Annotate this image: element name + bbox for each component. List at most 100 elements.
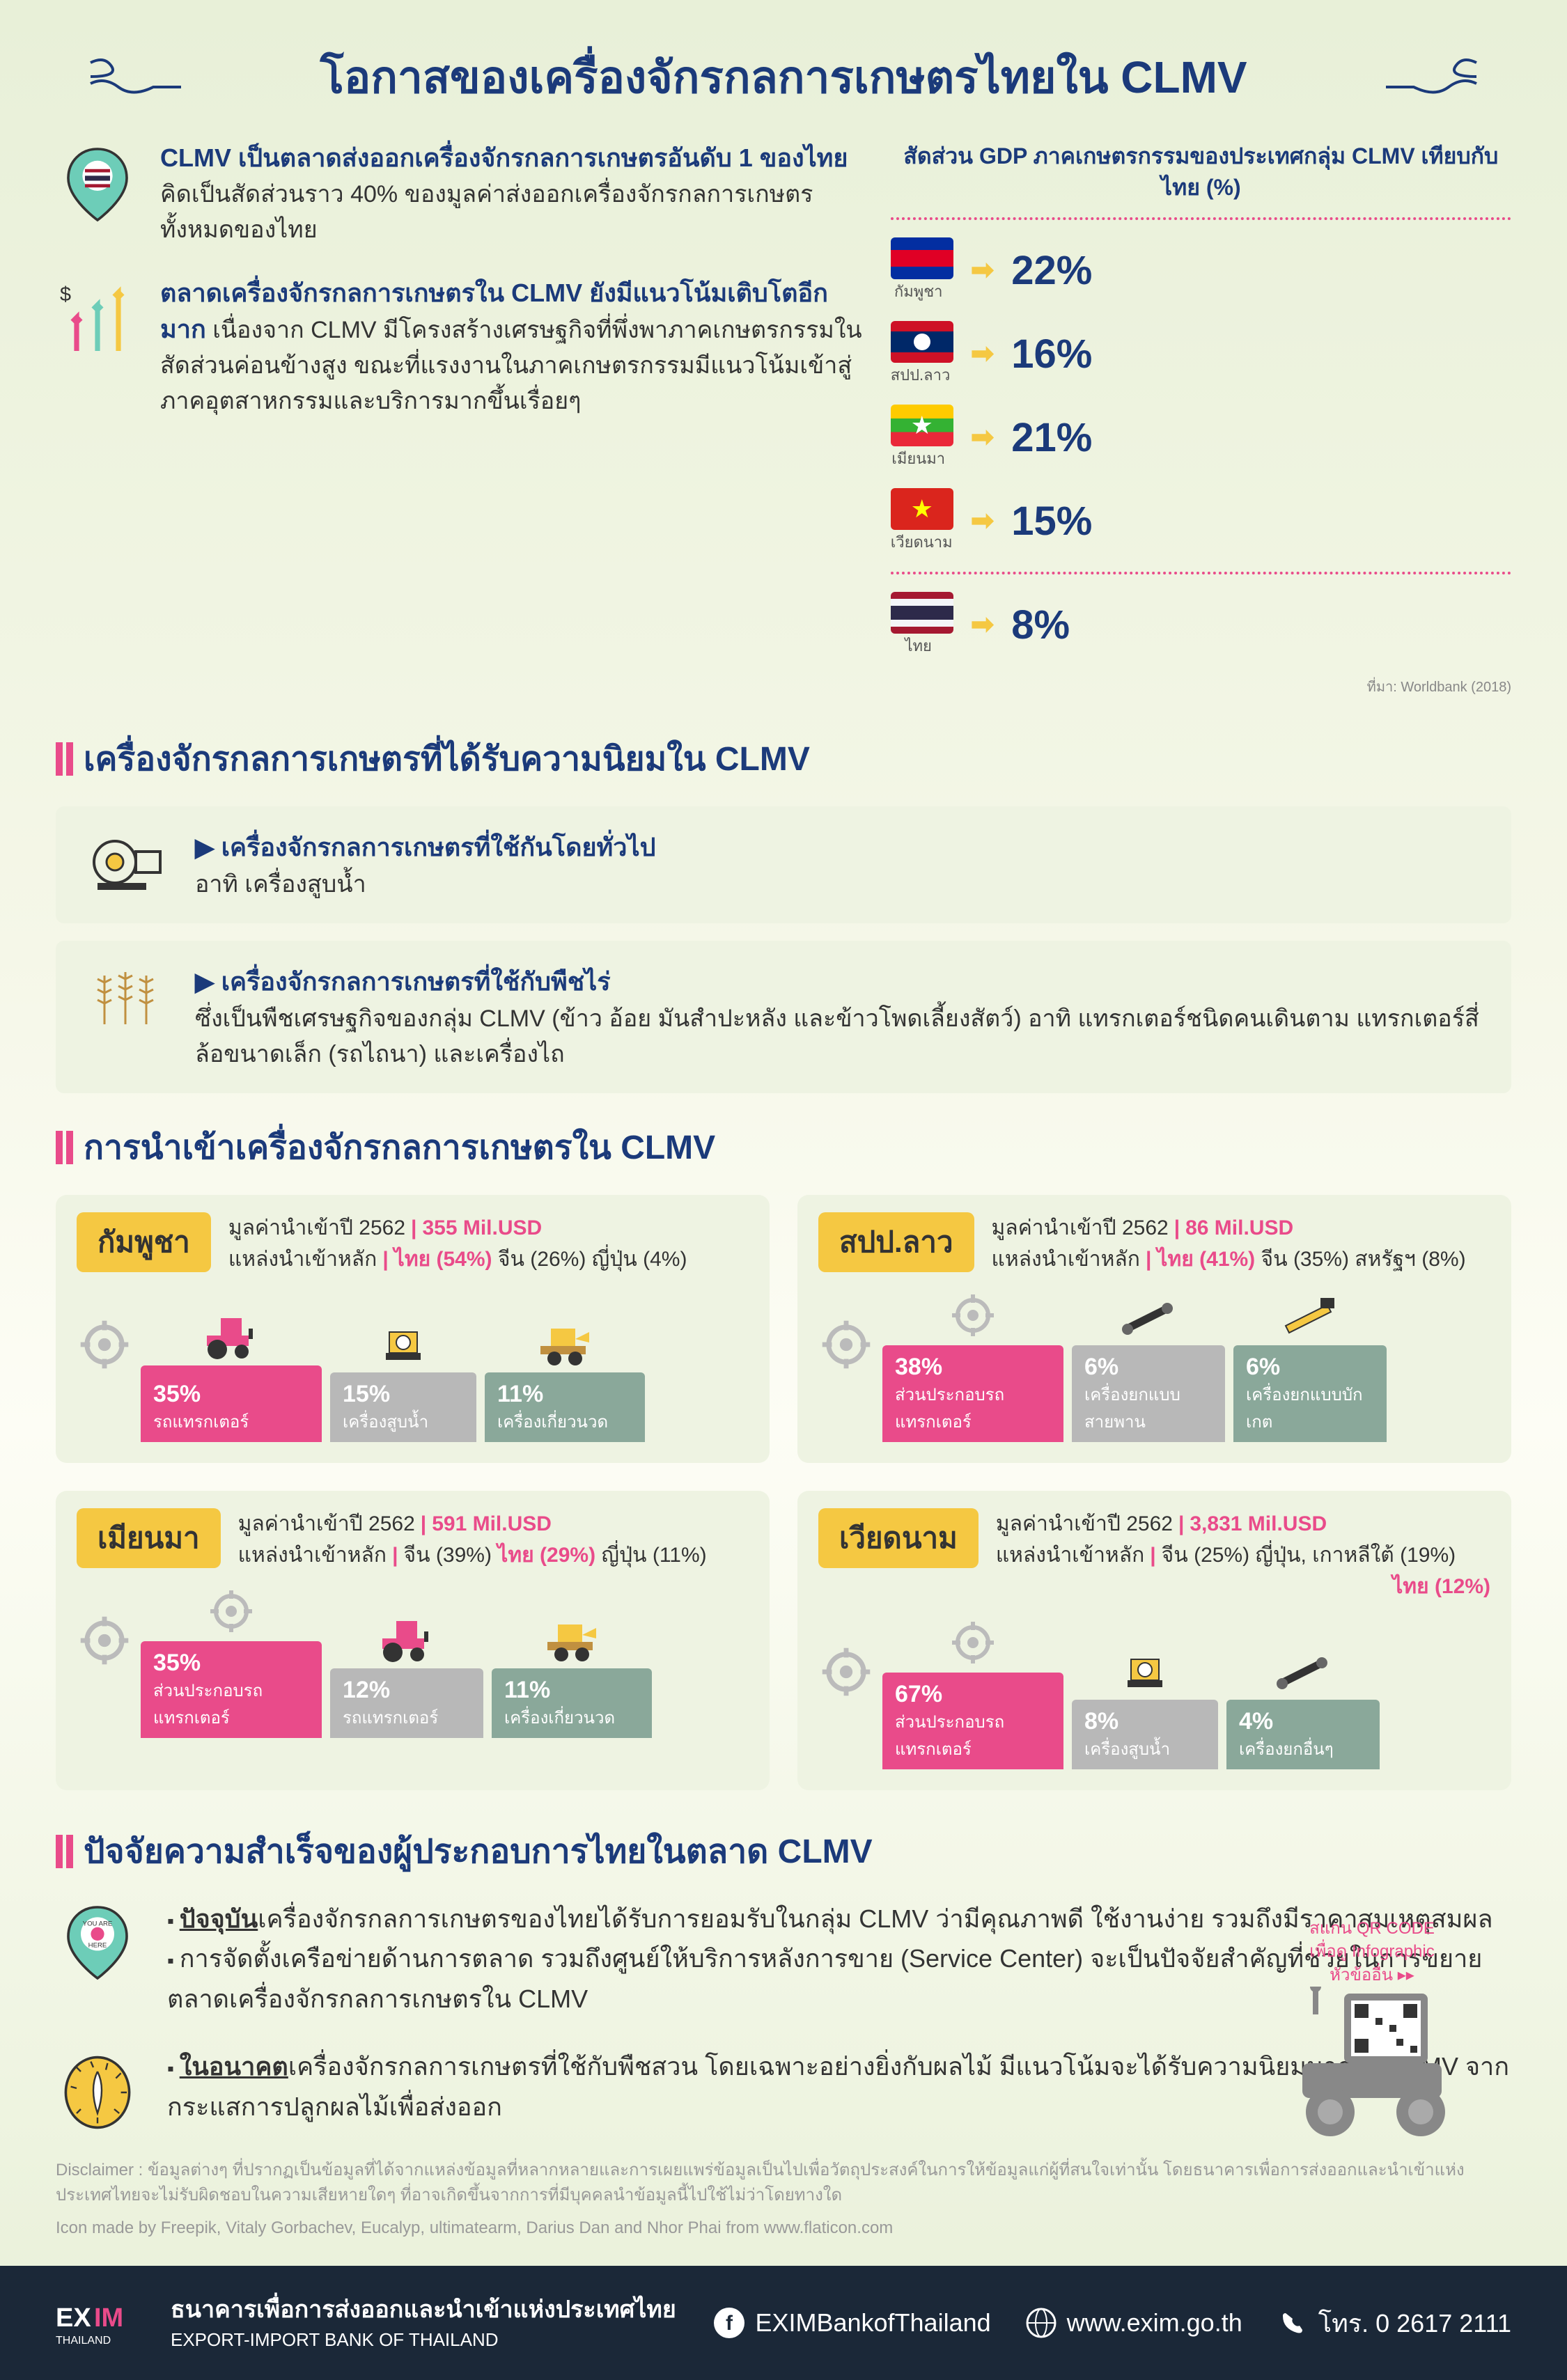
- import-bar: 38%ส่วนประกอบรถแทรกเตอร์: [882, 1345, 1063, 1442]
- footer-bank-th: ธนาคารเพื่อการส่งออกและนำเข้าแห่งประเทศไ…: [171, 2294, 676, 2327]
- import-source-line: แหล่งนำเข้าหลัก|ไทย (41%) จีน (35%) สหรั…: [992, 1244, 1490, 1275]
- popular2-title: เครื่องจักรกลการเกษตรที่ใช้กับพืชไร่: [195, 962, 1483, 1001]
- gdp-country-label: กัมพูชา: [891, 279, 946, 304]
- arrow-icon: ➡: [971, 505, 995, 537]
- import-bar: 35%รถแทรกเตอร์: [141, 1365, 322, 1442]
- machine-icon: [1279, 1277, 1341, 1340]
- flag-mm-icon: [891, 405, 953, 446]
- footer-facebook[interactable]: fEXIMBankofThailand: [714, 2303, 990, 2343]
- facebook-icon: f: [714, 2308, 744, 2338]
- import-bar: 35%ส่วนประกอบรถแทรกเตอร์: [141, 1641, 322, 1738]
- durian-icon: [56, 2046, 139, 2130]
- import-bars: 67%ส่วนประกอบรถแทรกเตอร์ 8%เครื่องสูบน้ำ…: [818, 1616, 1490, 1769]
- import-bar: 6%เครื่องยกแบบบักเกต: [1233, 1345, 1387, 1442]
- import-bar-item: 4%เครื่องยกอื่นๆ: [1226, 1631, 1380, 1769]
- machine-icon: [949, 1604, 997, 1667]
- import-bar-item: 11%เครื่องเกี่ยวนวด: [492, 1600, 652, 1738]
- flag-th-icon: [891, 592, 953, 634]
- country-tag: กัมพูชา: [77, 1212, 211, 1272]
- svg-text:$: $: [60, 283, 71, 306]
- growth-icon: $: [56, 276, 139, 359]
- machine-icon: [1117, 1631, 1173, 1694]
- import-bar: 11%เครื่องเกี่ยวนวด: [492, 1668, 652, 1738]
- arrow-icon: ➡: [971, 421, 995, 453]
- intro-item-2: $ ตลาดเครื่องจักรกลการเกษตรใน CLMV ยังมี…: [56, 276, 863, 419]
- svg-text:EX: EX: [56, 2303, 91, 2333]
- import-bar-item: 8%เครื่องสูบน้ำ: [1072, 1631, 1218, 1769]
- import-bar-item: 12%รถแทรกเตอร์: [330, 1600, 483, 1738]
- import-card: กัมพูชา มูลค่านำเข้าปี 2562|355 Mil.USD …: [56, 1195, 770, 1463]
- popular-box-1: เครื่องจักรกลการเกษตรที่ใช้กันโดยทั่วไป …: [56, 806, 1511, 923]
- import-bar-item: 35%รถแทรกเตอร์: [141, 1297, 322, 1442]
- intro-section: CLMV เป็นตลาดส่งออกเครื่องจักรกลการเกษตร…: [56, 141, 1511, 698]
- import-card: เวียดนาม มูลค่านำเข้าปี 2562|3,831 Mil.U…: [797, 1491, 1511, 1790]
- intro1-bold: CLMV เป็นตลาดส่งออกเครื่องจักรกลการเกษตร…: [160, 143, 848, 172]
- popular-box-2: เครื่องจักรกลการเกษตรที่ใช้กับพืชไร่ ซึ่…: [56, 941, 1511, 1093]
- swirl-left-icon: [84, 49, 181, 104]
- qr-line2: เพื่อดู Infographic: [1261, 1940, 1483, 1964]
- gdp-title: สัดส่วน GDP ภาคเกษตรกรรมของประเทศกลุ่ม C…: [891, 141, 1511, 203]
- import-bar-item: 35%ส่วนประกอบรถแทรกเตอร์: [141, 1573, 322, 1738]
- svg-text:IM: IM: [94, 2303, 123, 2333]
- import-source-line: แหล่งนำเข้าหลัก|จีน (25%) ญี่ปุ่น, เกาหล…: [996, 1540, 1490, 1571]
- page-title: โอกาสของเครื่องจักรกลการเกษตรไทยใน CLMV: [56, 42, 1511, 113]
- popular1-text: อาทิ เครื่องสูบน้ำ: [195, 867, 1483, 902]
- import-bar-item: 6%เครื่องยกแบบสายพาน: [1072, 1277, 1225, 1442]
- wheat-icon: [84, 962, 167, 1031]
- footer-bank-en: EXPORT-IMPORT BANK OF THAILAND: [171, 2327, 676, 2352]
- import-bar: 8%เครื่องสูบน้ำ: [1072, 1700, 1218, 1769]
- import-bar-item: 67%ส่วนประกอบรถแทรกเตอร์: [882, 1604, 1063, 1769]
- footer-website[interactable]: www.exim.go.th: [1026, 2303, 1242, 2343]
- pin-icon: [56, 141, 139, 224]
- gdp-item-th: ไทย ➡ 8%: [891, 592, 1511, 658]
- arrow-icon: ➡: [971, 254, 995, 286]
- machine-icon: [375, 1304, 431, 1367]
- popular-heading: เครื่องจักรกลการเกษตรที่ได้รับความนิยมใน…: [84, 733, 810, 785]
- import-bar-item: 15%เครื่องสูบน้ำ: [330, 1304, 476, 1442]
- country-tag: เวียดนาม: [818, 1508, 979, 1568]
- footer-phone[interactable]: โทร. 0 2617 2111: [1277, 2303, 1511, 2343]
- country-tag: เมียนมา: [77, 1508, 221, 1568]
- success-heading: ปัจจัยความสำเร็จของผู้ประกอบการไทยในตลาด…: [84, 1825, 873, 1878]
- gdp-item-mm: เมียนมา ➡ 21%: [891, 405, 1511, 471]
- import-bar: 4%เครื่องยกอื่นๆ: [1226, 1700, 1380, 1769]
- machine-icon: [949, 1277, 997, 1340]
- gdp-item-vn: เวียดนาม ➡ 15%: [891, 488, 1511, 554]
- import-bar: 12%รถแทรกเตอร์: [330, 1668, 483, 1738]
- page-footer: EXIM THAILAND ธนาคารเพื่อการส่งออกและนำเข…: [0, 2266, 1567, 2380]
- globe-icon: [1026, 2308, 1057, 2338]
- success-section-title: ปัจจัยความสำเร็จของผู้ประกอบการไทยในตลาด…: [56, 1825, 1511, 1878]
- qr-line1: สแกน QR CODE: [1261, 1917, 1483, 1941]
- arrow-icon: ➡: [971, 338, 995, 370]
- svg-text:THAILAND: THAILAND: [56, 2335, 111, 2347]
- import-card: สปป.ลาว มูลค่านำเข้าปี 2562|86 Mil.USD แ…: [797, 1195, 1511, 1463]
- gdp-pct: 15%: [1011, 498, 1092, 545]
- import-bar-item: 38%ส่วนประกอบรถแทรกเตอร์: [882, 1277, 1063, 1442]
- import-source-line: แหล่งนำเข้าหลัก|จีน (39%) ไทย (29%) ญี่ป…: [238, 1540, 749, 1571]
- gear-icon: [77, 1613, 132, 1668]
- gdp-pct: 21%: [1011, 414, 1092, 461]
- svg-text:f: f: [726, 2312, 733, 2335]
- gdp-source: ที่มา: Worldbank (2018): [891, 675, 1511, 698]
- intro1-text: คิดเป็นสัดส่วนราว 40% ของมูลค่าส่งออกเคร…: [160, 181, 813, 243]
- svg-text:HERE: HERE: [88, 1941, 107, 1949]
- gdp-country-label: เมียนมา: [891, 446, 946, 471]
- flag-kh-icon: [891, 237, 953, 279]
- import-bar-item: 11%เครื่องเกี่ยวนวด: [485, 1304, 645, 1442]
- you-are-here-icon: YOU AREHERE: [56, 1899, 139, 1982]
- machine-icon: [533, 1304, 596, 1367]
- machine-icon: [375, 1600, 438, 1663]
- popular-section-title: เครื่องจักรกลการเกษตรที่ได้รับความนิยมใน…: [56, 733, 1511, 785]
- import-bar: 15%เครื่องสูบน้ำ: [330, 1372, 476, 1442]
- tractor-qr-icon: [1274, 1987, 1469, 2140]
- exim-logo-icon: EXIM THAILAND: [56, 2295, 153, 2351]
- machine-icon: [207, 1573, 256, 1636]
- intro2-text: เนื่องจาก CLMV มีโครงสร้างเศรษฐกิจที่พึ่…: [160, 317, 862, 414]
- import-bar: 6%เครื่องยกแบบสายพาน: [1072, 1345, 1225, 1442]
- gdp-panel: สัดส่วน GDP ภาคเกษตรกรรมของประเทศกลุ่ม C…: [891, 141, 1511, 698]
- popular1-title: เครื่องจักรกลการเกษตรที่ใช้กันโดยทั่วไป: [195, 827, 1483, 867]
- phone-icon: [1277, 2308, 1308, 2338]
- flag-la-icon: [891, 321, 953, 363]
- qr-section: สแกน QR CODE เพื่อดู Infographic หัวข้ออ…: [1261, 1917, 1483, 2144]
- pump-icon: [84, 827, 167, 897]
